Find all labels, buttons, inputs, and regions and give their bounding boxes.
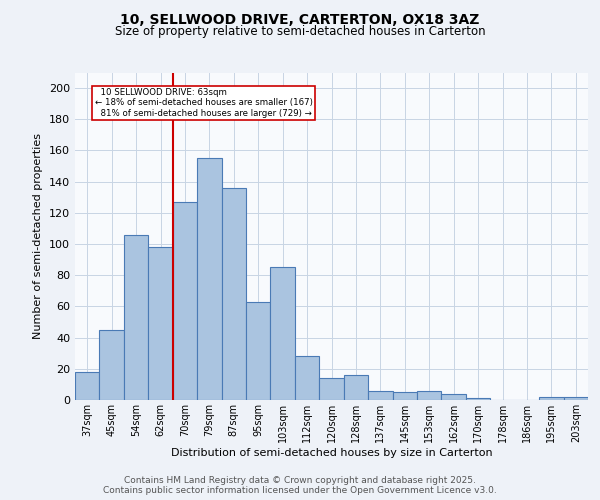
Bar [442, 394, 466, 400]
Bar [344, 375, 368, 400]
Bar [295, 356, 319, 400]
Text: Size of property relative to semi-detached houses in Carterton: Size of property relative to semi-detach… [115, 25, 485, 38]
Bar [148, 247, 173, 400]
Bar [197, 158, 221, 400]
Bar [124, 234, 148, 400]
Bar [271, 268, 295, 400]
Text: 10 SELLWOOD DRIVE: 63sqm
← 18% of semi-detached houses are smaller (167)
  81% o: 10 SELLWOOD DRIVE: 63sqm ← 18% of semi-d… [95, 88, 313, 118]
Bar [466, 398, 490, 400]
Text: 10, SELLWOOD DRIVE, CARTERTON, OX18 3AZ: 10, SELLWOOD DRIVE, CARTERTON, OX18 3AZ [121, 12, 479, 26]
X-axis label: Distribution of semi-detached houses by size in Carterton: Distribution of semi-detached houses by … [170, 448, 493, 458]
Y-axis label: Number of semi-detached properties: Number of semi-detached properties [34, 133, 43, 339]
Bar [319, 378, 344, 400]
Bar [173, 202, 197, 400]
Bar [417, 390, 442, 400]
Bar [221, 188, 246, 400]
Bar [368, 390, 392, 400]
Bar [392, 392, 417, 400]
Bar [75, 372, 100, 400]
Bar [100, 330, 124, 400]
Bar [246, 302, 271, 400]
Bar [563, 397, 588, 400]
Bar [539, 397, 563, 400]
Text: Contains HM Land Registry data © Crown copyright and database right 2025.
Contai: Contains HM Land Registry data © Crown c… [103, 476, 497, 495]
